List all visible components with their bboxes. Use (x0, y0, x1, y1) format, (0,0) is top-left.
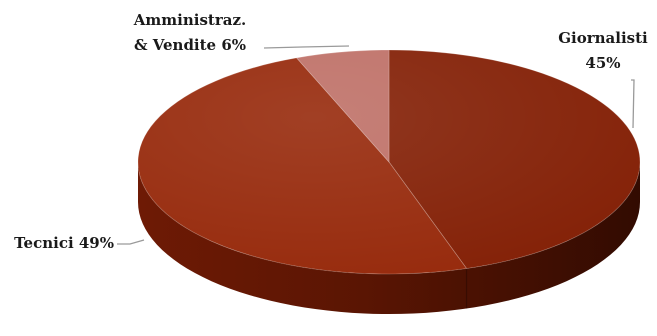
slice-amministraz-vendite-label-line-1: Amministraz. (133, 11, 246, 29)
pie-side-wall (138, 162, 640, 314)
pie-top-shine (138, 50, 640, 274)
slice-giornalisti-label-line-2: 45% (585, 54, 620, 72)
slice-amministraz-vendite-leader-line (263, 45, 350, 49)
slice-tecnici-label-line-1: Tecnici 49% (14, 234, 114, 252)
slice-amministraz-vendite-label-line-2: & Vendite 6% (134, 36, 246, 54)
slice-giornalisti-leader-line (631, 79, 635, 129)
slice-giornalisti-label-line-1: Giornalisti (558, 29, 648, 47)
slice-tecnici-leader-line (117, 239, 145, 245)
